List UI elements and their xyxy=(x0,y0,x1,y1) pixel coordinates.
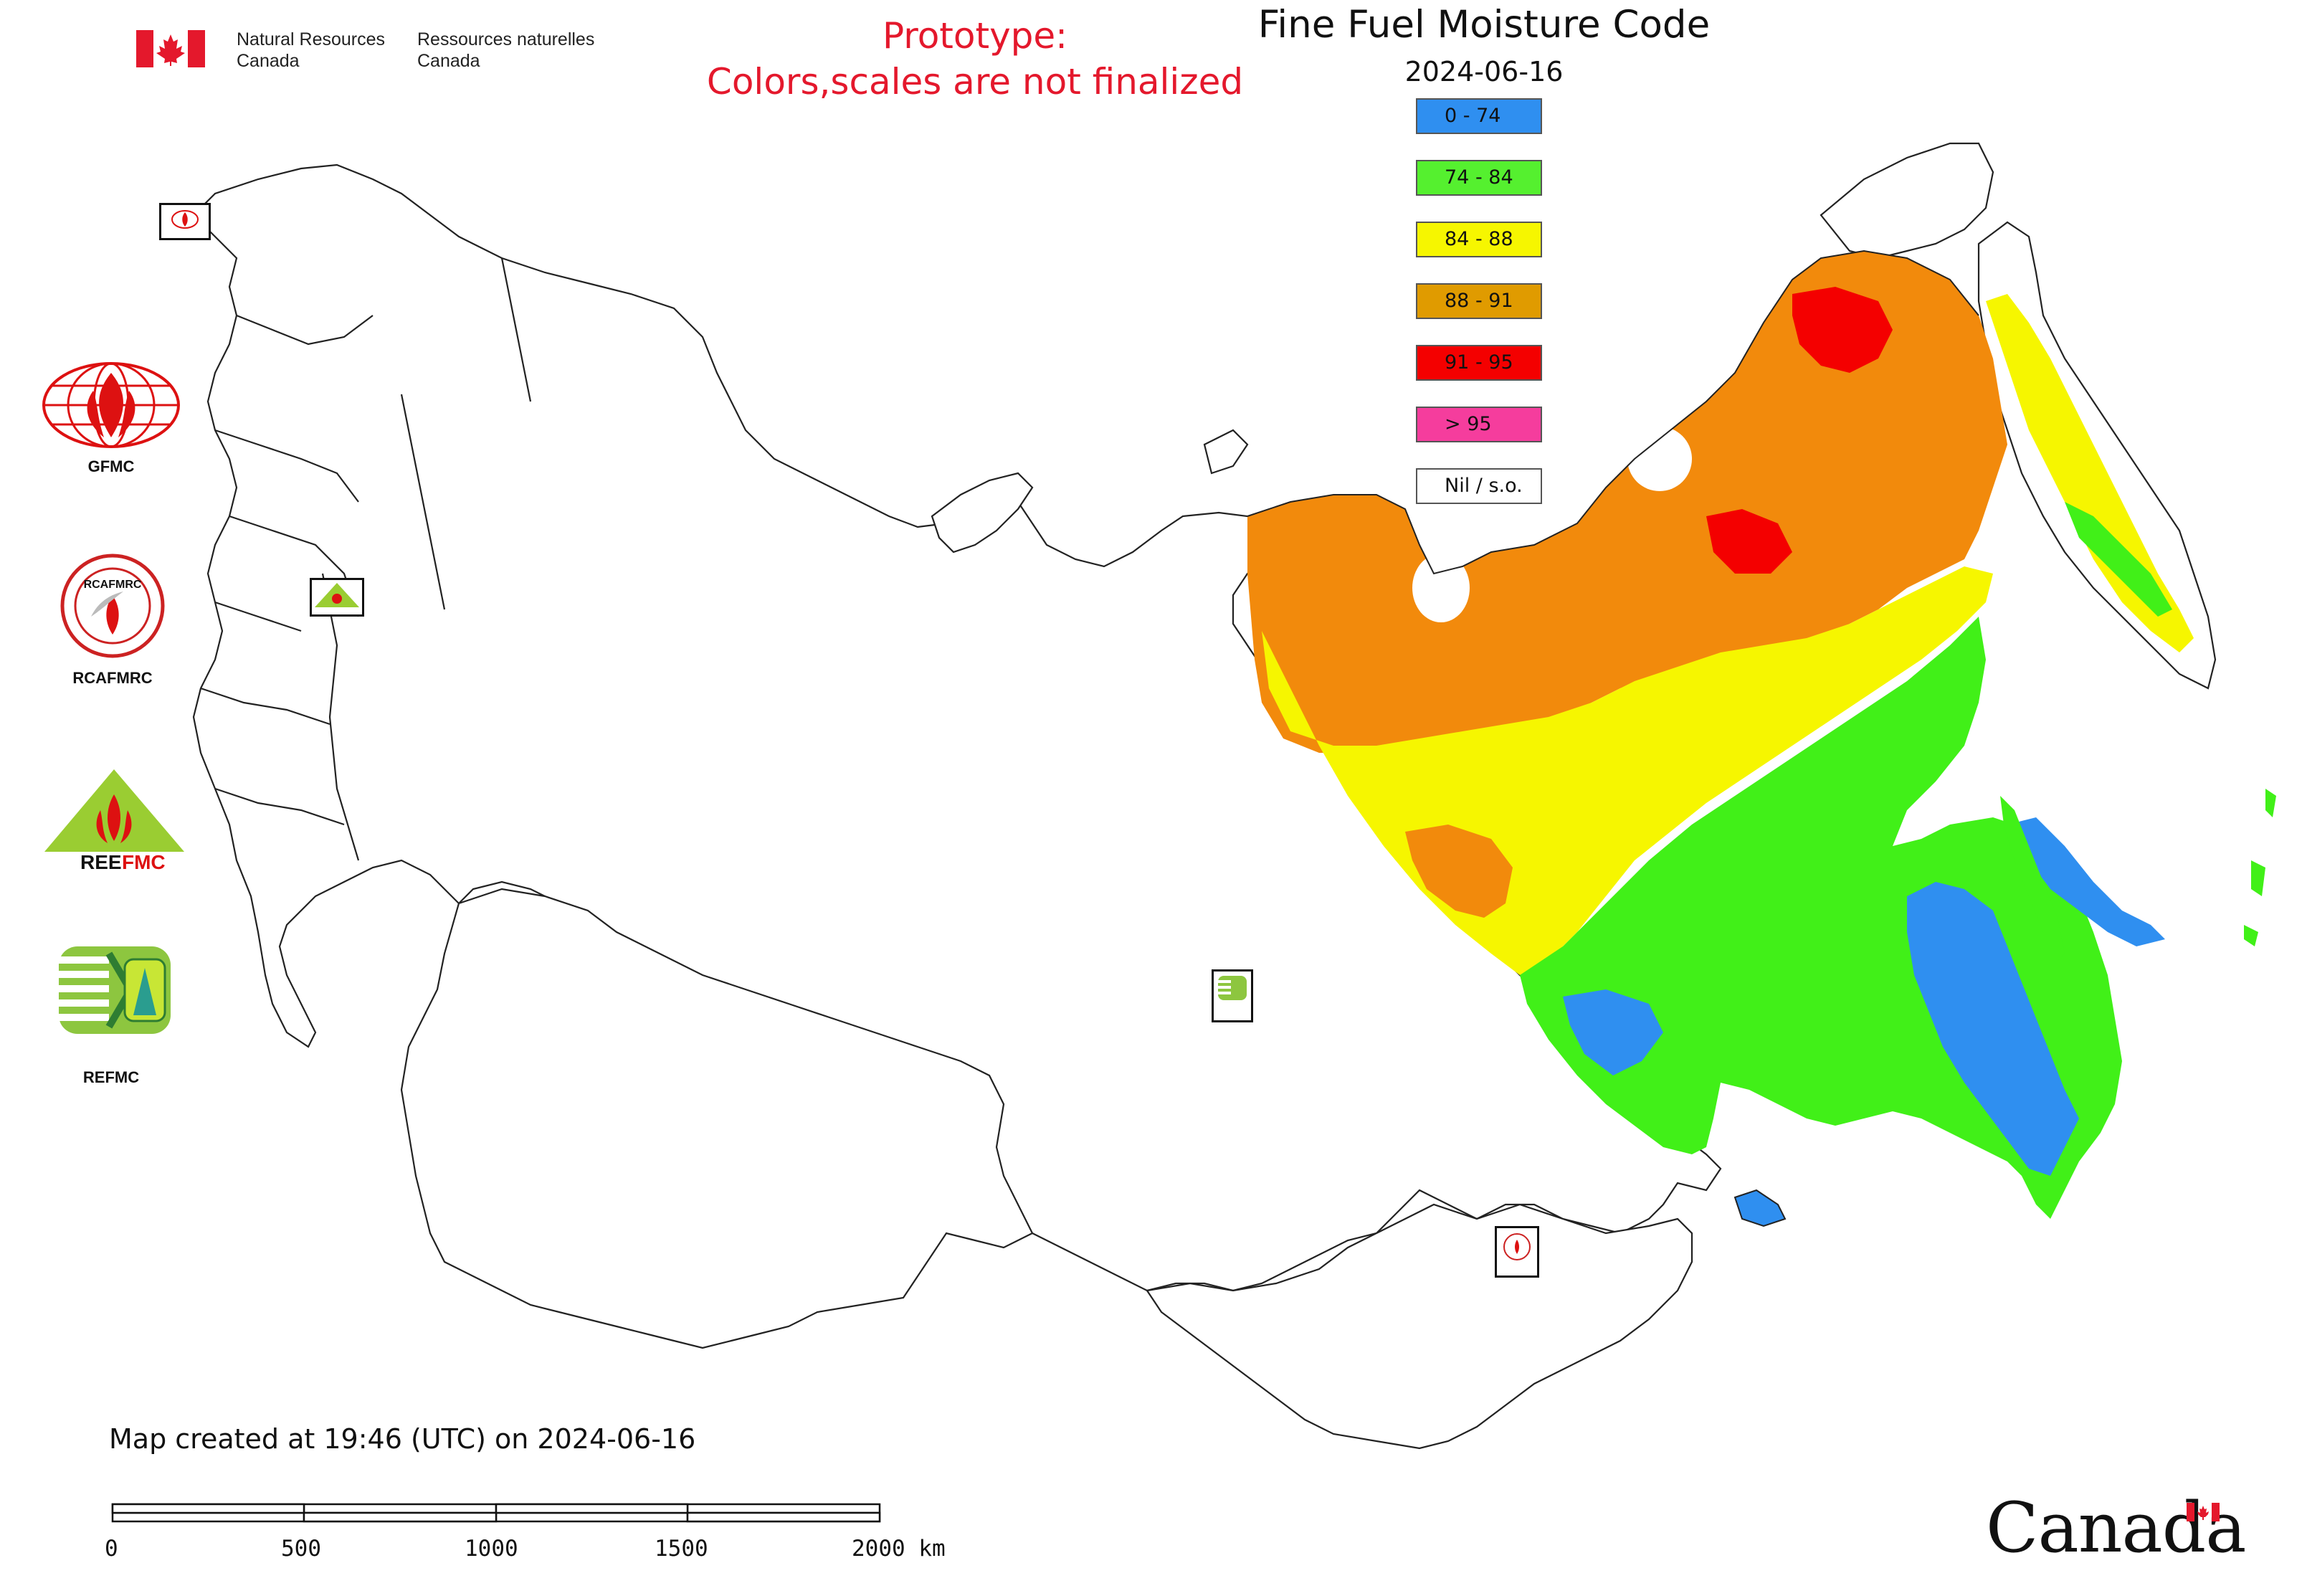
gfmc-map-badge xyxy=(159,203,211,240)
prototype-notice: Prototype: Colors,scales are not finaliz… xyxy=(645,13,1305,105)
gfmc-label: GFMC xyxy=(87,457,135,475)
reefmc-badge-icon xyxy=(315,583,359,607)
refmc-label: REFMC xyxy=(82,1068,140,1086)
scale-label-2000: 2000 km xyxy=(852,1536,946,1562)
canada-wordmark-flag-icon xyxy=(2187,1503,2220,1521)
prototype-notice-line2: Colors,scales are not finalized xyxy=(706,61,1244,103)
reefmc-map-badge xyxy=(310,578,364,617)
department-en-line2: Canada xyxy=(237,51,300,71)
prototype-notice-line1: Prototype: xyxy=(882,15,1068,57)
zone-kamchatka-green xyxy=(2065,502,2172,617)
map-title: Fine Fuel Moisture Code xyxy=(1257,3,1711,47)
zone-0-74-sea xyxy=(2007,817,2165,946)
refmc-logo-icon xyxy=(59,946,171,1034)
zone-91-95-north xyxy=(1792,287,1893,373)
zone-sakhalin xyxy=(2000,796,2065,961)
scale-label-1500: 1500 xyxy=(655,1536,708,1562)
legend-label: 0 - 74 xyxy=(1445,105,1501,127)
legend-item-gt-95: > 95 xyxy=(1416,407,1542,442)
legend-item-0-74: 0 - 74 xyxy=(1416,98,1542,134)
zone-kamchatka-yellow xyxy=(1986,294,2194,652)
department-en-line1: Natural Resources xyxy=(237,29,386,49)
canada-wordmark-text: Canada xyxy=(1986,1488,2246,1568)
legend-label: > 95 xyxy=(1445,413,1492,435)
map-date: 2024-06-16 xyxy=(1404,56,1564,87)
legend-label: 74 - 84 xyxy=(1445,166,1513,189)
refmc-badge-icon xyxy=(1218,976,1247,1000)
legend-label: Nil / s.o. xyxy=(1445,475,1523,497)
department-name-fr: Ressources naturelles Canada xyxy=(417,29,594,72)
zone-0-74-west xyxy=(1563,989,1663,1075)
department-name-en: Natural Resources Canada xyxy=(237,29,385,72)
rcafmrc-badge-icon xyxy=(1503,1233,1531,1260)
legend-item-88-91: 88 - 91 xyxy=(1416,283,1542,319)
rcafmrc-logo-icon: RCAFMRC xyxy=(60,554,165,658)
scale-bar xyxy=(111,1503,881,1523)
map-created-text: Map created at 19:46 (UTC) on 2024-06-16 xyxy=(109,1423,696,1455)
canada-flag-icon xyxy=(136,30,205,67)
department-fr-line1: Ressources naturelles xyxy=(417,29,595,49)
scale-label-500: 500 xyxy=(281,1536,321,1562)
zone-88-91-south xyxy=(1405,825,1513,918)
rcafmrc-ring-text: RCAFMRC xyxy=(84,579,142,591)
gfmc-logo-icon xyxy=(42,362,180,448)
scale-label-0: 0 xyxy=(105,1536,118,1562)
legend-item-91-95: 91 - 95 xyxy=(1416,345,1542,381)
reefmc-word-ree: REE xyxy=(80,851,122,873)
reefmc-word-fmc: FMC xyxy=(122,851,166,873)
rcafmrc-map-badge xyxy=(1495,1226,1539,1278)
ffmc-layer xyxy=(1247,251,2276,1226)
rcafmrc-label: RCAFMRC xyxy=(72,669,153,687)
legend-item-84-88: 84 - 88 xyxy=(1416,222,1542,257)
legend-label: 91 - 95 xyxy=(1445,351,1513,374)
refmc-map-badge xyxy=(1212,969,1253,1022)
zone-91-95-mid xyxy=(1706,509,1792,574)
zone-88-91 xyxy=(1247,251,2007,753)
zone-0-74-korea xyxy=(1735,1190,1785,1226)
scale-label-1000: 1000 xyxy=(465,1536,518,1562)
legend-item-nil: Nil / s.o. xyxy=(1416,468,1542,504)
canada-wordmark: Canada xyxy=(1986,1488,2246,1568)
reefmc-logo-icon: REE FMC xyxy=(44,769,184,873)
gfmc-badge-icon xyxy=(171,210,199,229)
region-outline xyxy=(1247,250,1979,1227)
zone-0-74-east xyxy=(1907,882,2079,1176)
department-fr-line2: Canada xyxy=(417,51,480,71)
legend-item-74-84: 74 - 84 xyxy=(1416,160,1542,196)
legend-label: 84 - 88 xyxy=(1445,228,1513,250)
legend-label: 88 - 91 xyxy=(1445,290,1513,312)
